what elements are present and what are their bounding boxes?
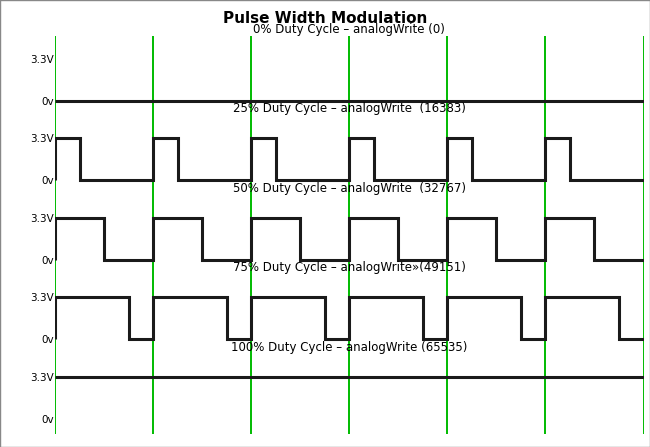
Title: 0% Duty Cycle – analogWrite (0): 0% Duty Cycle – analogWrite (0) bbox=[254, 23, 445, 36]
Title: 50% Duty Cycle – analogWrite  (32767): 50% Duty Cycle – analogWrite (32767) bbox=[233, 182, 466, 195]
Title: 100% Duty Cycle – analogWrite (65535): 100% Duty Cycle – analogWrite (65535) bbox=[231, 341, 467, 354]
Title: 75% Duty Cycle – analogWrite»(49151): 75% Duty Cycle – analogWrite»(49151) bbox=[233, 261, 466, 274]
Text: Pulse Width Modulation: Pulse Width Modulation bbox=[223, 11, 427, 26]
Title: 25% Duty Cycle – analogWrite  (16383): 25% Duty Cycle – analogWrite (16383) bbox=[233, 102, 466, 115]
